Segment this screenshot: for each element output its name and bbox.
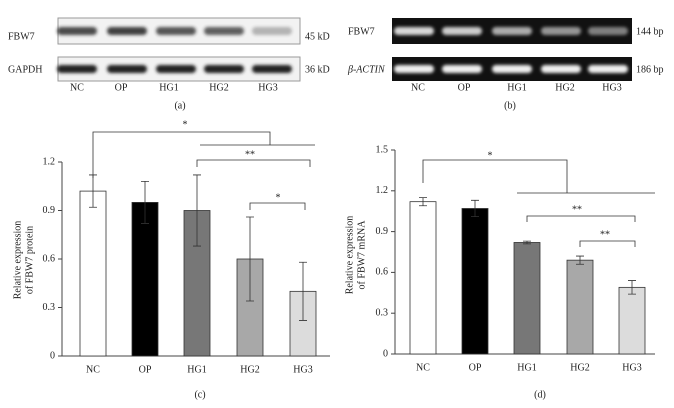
- row-label: FBW7: [8, 31, 35, 42]
- y-tick-label: 0.3: [43, 302, 56, 313]
- significance-bracket: [92, 131, 315, 178]
- lane-label: OP: [115, 82, 128, 93]
- lane-label: OP: [458, 82, 471, 93]
- y-tick-label: 1.2: [376, 185, 389, 196]
- significance-label: *: [488, 150, 493, 161]
- y-tick-label: 0.9: [43, 205, 56, 216]
- y-tick-label: 0: [383, 348, 388, 359]
- error-bar: [471, 199, 479, 218]
- row-label: FBW7: [348, 26, 375, 37]
- y-axis-label: Relative expression: [12, 221, 23, 300]
- size-label: 36 kD: [305, 64, 330, 75]
- band: [57, 65, 97, 73]
- band: [492, 27, 532, 35]
- size-label: 186 bp: [636, 64, 664, 75]
- band: [541, 65, 581, 73]
- band: [107, 65, 147, 73]
- significance-label: *: [183, 119, 188, 130]
- x-tick-label: HG2: [570, 362, 589, 373]
- x-tick-label: HG3: [293, 364, 312, 375]
- significance-bracket: [579, 240, 636, 247]
- band: [541, 27, 581, 35]
- lane-label: HG1: [159, 82, 178, 93]
- band: [492, 65, 532, 73]
- y-tick-label: 0.6: [376, 267, 389, 278]
- lane-label: HG1: [507, 82, 526, 93]
- y-tick-label: 0.9: [376, 226, 389, 237]
- x-tick-label: HG1: [187, 364, 206, 375]
- band: [107, 27, 147, 35]
- x-tick-label: HG1: [517, 362, 536, 373]
- size-label: 45 kD: [305, 31, 330, 42]
- y-tick-label: 1.2: [43, 156, 56, 167]
- lane-label: HG3: [602, 82, 621, 93]
- x-tick-label: OP: [139, 364, 152, 375]
- band: [442, 27, 482, 35]
- band: [588, 27, 628, 35]
- bar: [513, 242, 541, 355]
- bar: [566, 259, 594, 355]
- x-tick-label: NC: [86, 364, 100, 375]
- significance-bracket: [196, 159, 311, 167]
- error-bar: [246, 216, 254, 302]
- significance-label: *: [276, 192, 281, 203]
- caption: (b): [504, 100, 516, 111]
- bar: [461, 208, 489, 355]
- significance-bracket: [422, 159, 655, 194]
- lane-label: HG2: [209, 82, 228, 93]
- error-bar: [523, 240, 531, 245]
- lane-label: HG3: [258, 82, 277, 93]
- x-tick-label: HG3: [622, 362, 641, 373]
- band: [156, 65, 196, 73]
- row-label: β-ACTIN: [347, 64, 386, 75]
- caption: (d): [534, 389, 546, 400]
- size-label: 144 bp: [636, 26, 664, 37]
- x-tick-label: HG2: [240, 364, 259, 375]
- error-bar: [576, 255, 584, 265]
- x-tick-label: OP: [469, 362, 482, 373]
- band: [156, 27, 196, 35]
- y-axis-label: Relative expression: [344, 216, 355, 295]
- error-bar: [193, 174, 201, 247]
- row-label: GAPDH: [8, 64, 42, 75]
- band: [588, 65, 628, 73]
- band: [442, 65, 482, 73]
- significance-bracket: [249, 202, 306, 210]
- band: [394, 27, 434, 35]
- y-tick-label: 1.5: [376, 144, 389, 155]
- significance-bracket: [526, 215, 636, 222]
- band: [204, 27, 244, 35]
- band: [394, 65, 434, 73]
- bar: [79, 190, 107, 357]
- error-bar: [299, 261, 307, 321]
- band: [252, 65, 292, 73]
- caption: (a): [174, 100, 185, 111]
- lane-label: NC: [411, 82, 425, 93]
- lane-label: HG2: [555, 82, 574, 93]
- lane-label: NC: [70, 82, 84, 93]
- band: [57, 27, 97, 35]
- caption: (c): [194, 389, 205, 400]
- y-axis-label: of FBW7 mRNA: [356, 220, 367, 290]
- bar: [618, 286, 646, 355]
- significance-label: **: [572, 204, 582, 215]
- y-axis-label: of FBW7 protein: [24, 226, 35, 294]
- error-bar: [628, 280, 636, 295]
- bar: [409, 201, 437, 355]
- significance-label: **: [245, 149, 255, 160]
- y-tick-label: 0.3: [376, 307, 389, 318]
- error-bar: [419, 197, 427, 207]
- y-tick-label: 0.6: [43, 253, 56, 264]
- x-tick-label: NC: [416, 362, 430, 373]
- y-tick-label: 0: [50, 350, 55, 361]
- error-bar: [141, 181, 149, 224]
- bar: [131, 202, 159, 357]
- band: [252, 27, 292, 35]
- band: [204, 65, 244, 73]
- significance-label: **: [600, 229, 610, 240]
